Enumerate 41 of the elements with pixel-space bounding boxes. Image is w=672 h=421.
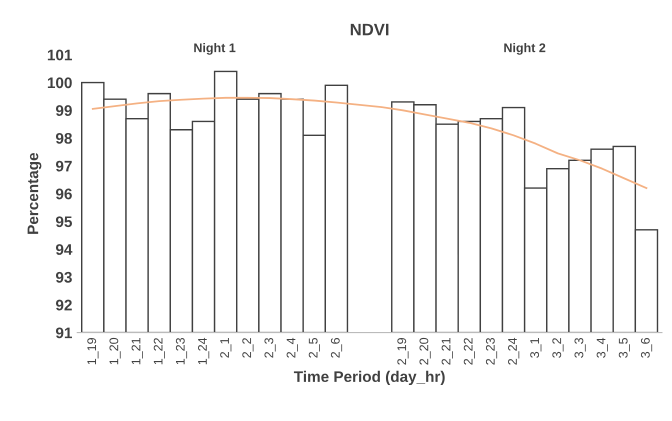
x-tick-label: 2_24 [508, 338, 520, 365]
x-tick-label: 2_4 [286, 338, 298, 358]
x-tick-label: 2_6 [330, 338, 342, 358]
y-tick-label: 96 [56, 188, 72, 200]
x-tick-label: 2_2 [242, 338, 254, 358]
x-tick-label: 2_20 [419, 338, 431, 365]
x-tick-label: 2_1 [220, 338, 232, 358]
y-tick-label: 91 [56, 327, 72, 338]
x-tick-label: 3_2 [552, 338, 564, 358]
y-tick-label: 101 [48, 50, 72, 60]
x-tick-label: 2_19 [397, 338, 409, 365]
y-tick-label: 98 [56, 132, 72, 144]
x-tick-label: 2_22 [464, 338, 475, 365]
x-tick-label: 3_5 [618, 338, 630, 358]
x-tick-label: 1_22 [154, 338, 165, 364]
y-tick-label: 100 [48, 77, 72, 88]
y-tick-label: 95 [56, 216, 72, 228]
y-tick-label: 97 [56, 160, 72, 172]
x-axis-title: Time Period (day_hr) [294, 370, 445, 386]
x-tick-label: 1_19 [87, 338, 98, 364]
y-tick-label: 99 [56, 105, 72, 116]
x-tick-label: 1_23 [176, 338, 188, 364]
y-axis-title: Percentage [28, 152, 42, 234]
x-tick-label: 2_21 [442, 338, 453, 365]
chart-title: NDVI [350, 24, 388, 36]
line-series [92, 96, 648, 190]
x-tick-label: 2_5 [308, 338, 320, 358]
x-tick-label: 1_21 [132, 338, 143, 364]
x-tick-label: 3_6 [640, 338, 652, 358]
x-tick-label: 1_24 [198, 338, 210, 364]
x-tick-label: 1_20 [109, 338, 121, 364]
y-tick-label: 94 [56, 244, 72, 255]
x-tick-label: 2_3 [264, 338, 276, 358]
x-tick-label: 2_23 [486, 338, 498, 365]
x-tick-label: 3_1 [530, 338, 542, 358]
y-tick-label: 92 [56, 300, 72, 310]
text: Night 1 [194, 43, 236, 55]
text: Night 2 [504, 43, 546, 55]
x-tick-label: 3_4 [596, 338, 608, 358]
y-tick-label: 93 [56, 272, 72, 283]
x-tick-label: 3_3 [574, 338, 586, 358]
